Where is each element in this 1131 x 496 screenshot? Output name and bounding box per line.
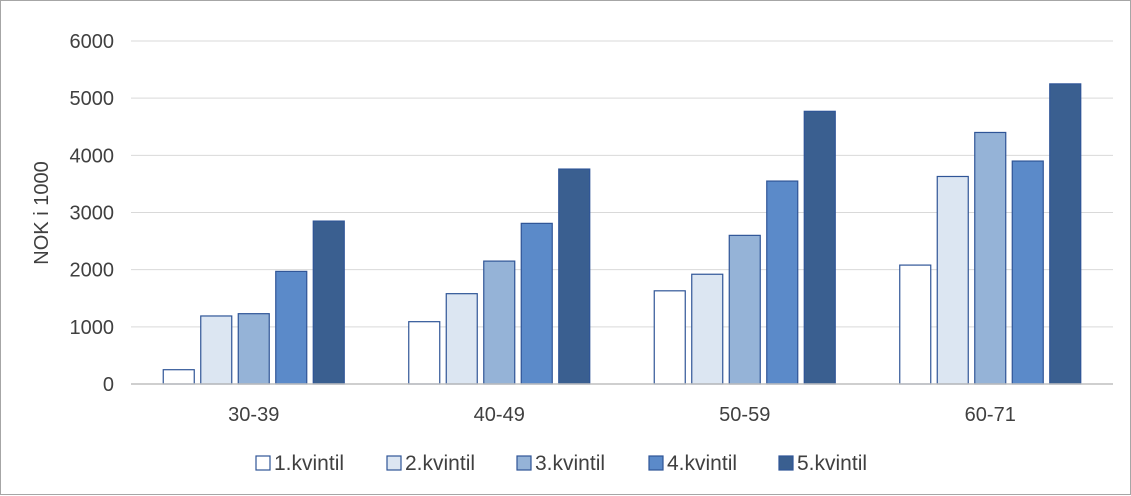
bar-2-kvintil-30-39 — [201, 316, 232, 384]
legend-label: 5.kvintil — [797, 452, 867, 475]
legend-label: 2.kvintil — [405, 452, 475, 475]
y-tick-label: 2000 — [70, 260, 115, 282]
legend-swatch — [779, 456, 793, 470]
bars — [163, 84, 1081, 384]
legend-item: 2.kvintil — [387, 452, 475, 475]
y-tick-label: 0 — [103, 374, 114, 396]
bar-1-kvintil-40-49 — [409, 322, 440, 384]
y-axis-title: NOK i 1000 — [31, 161, 53, 264]
legend-label: 4.kvintil — [667, 452, 737, 475]
legend-swatch — [256, 456, 270, 470]
y-tick-label: 3000 — [70, 203, 115, 225]
x-axis-ticks: 30-39 40-49 50-59 60-71 — [228, 404, 1016, 426]
y-tick-label: 1000 — [70, 317, 115, 339]
y-tick-label: 4000 — [70, 145, 115, 167]
legend-label: 3.kvintil — [535, 452, 605, 475]
bar-2-kvintil-50-59 — [692, 274, 723, 384]
legend-swatch — [649, 456, 663, 470]
bar-5-kvintil-30-39 — [313, 221, 344, 384]
bar-1-kvintil-50-59 — [654, 291, 685, 384]
bar-1-kvintil-60-71 — [900, 265, 931, 384]
bar-1-kvintil-30-39 — [163, 370, 194, 384]
bar-3-kvintil-40-49 — [484, 261, 515, 384]
legend-item: 1.kvintil — [256, 452, 344, 475]
legend-item: 4.kvintil — [649, 452, 737, 475]
legend-item: 5.kvintil — [779, 452, 867, 475]
legend-swatch — [517, 456, 531, 470]
bar-5-kvintil-50-59 — [804, 111, 835, 384]
x-tick-label: 40-49 — [474, 404, 525, 426]
x-tick-label: 50-59 — [719, 404, 770, 426]
bar-4-kvintil-50-59 — [767, 181, 798, 384]
y-tick-label: 5000 — [70, 88, 115, 110]
bar-4-kvintil-60-71 — [1012, 161, 1043, 384]
bar-4-kvintil-40-49 — [521, 223, 552, 384]
bar-3-kvintil-60-71 — [975, 132, 1006, 384]
bar-2-kvintil-60-71 — [937, 176, 968, 384]
bar-3-kvintil-30-39 — [238, 314, 269, 384]
legend-item: 3.kvintil — [517, 452, 605, 475]
bar-3-kvintil-50-59 — [729, 235, 760, 384]
bar-5-kvintil-60-71 — [1050, 84, 1081, 384]
bar-4-kvintil-30-39 — [276, 271, 307, 384]
bar-2-kvintil-40-49 — [446, 294, 477, 384]
legend-label: 1.kvintil — [274, 452, 344, 475]
legend-swatch — [387, 456, 401, 470]
x-tick-label: 30-39 — [228, 404, 279, 426]
legend: 1.kvintil 2.kvintil 3.kvintil 4.kvintil 5.kv… — [256, 452, 867, 475]
x-tick-label: 60-71 — [965, 404, 1016, 426]
bar-5-kvintil-40-49 — [559, 169, 590, 384]
y-tick-label: 6000 — [70, 31, 115, 53]
y-axis-ticks: 0 1000 2000 3000 4000 5000 6000 — [70, 31, 115, 396]
